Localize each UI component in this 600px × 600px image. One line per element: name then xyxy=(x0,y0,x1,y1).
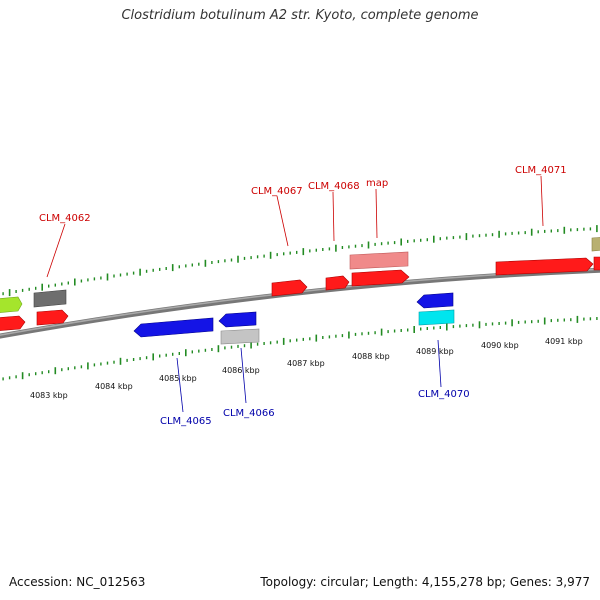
gene-label-clm-4062[interactable]: CLM_4062 xyxy=(39,213,91,224)
gene-label-clm-4068[interactable]: CLM_4068 xyxy=(308,181,360,192)
genome-stats-text: Topology: circular; Length: 4,155,278 bp… xyxy=(260,575,590,589)
genome-title: Clostridium botulinum A2 str. Kyoto, com… xyxy=(121,8,479,23)
scale-label: 4085 kbp xyxy=(159,374,197,383)
gene-blue[interactable] xyxy=(416,292,454,309)
reverse-scale-ticks xyxy=(2,315,598,381)
scale-label: 4084 kbp xyxy=(95,382,133,391)
gene-red[interactable] xyxy=(36,309,69,326)
scale-label: 4083 kbp xyxy=(30,391,68,400)
gene-cyan[interactable] xyxy=(418,309,455,326)
reverse-genes xyxy=(133,292,455,345)
gene-label-clm-4065[interactable]: CLM_4065 xyxy=(160,416,212,427)
accession-text: Accession: NC_012563 xyxy=(9,575,146,589)
gene-label-map[interactable]: map xyxy=(366,178,388,189)
gene-label-clm-4071[interactable]: CLM_4071 xyxy=(515,165,567,176)
gene-blue[interactable] xyxy=(218,311,257,328)
gene-label-clm-4066[interactable]: CLM_4066 xyxy=(223,408,275,419)
forward-genes xyxy=(0,237,600,331)
gene-red[interactable] xyxy=(351,269,410,287)
gene-label-clm-4070[interactable]: CLM_4070 xyxy=(418,389,470,400)
scale-label: 4087 kbp xyxy=(287,359,325,368)
gene-labels: CLM_4062 CLM_4067 CLM_4068 map CLM_4071 … xyxy=(39,165,567,427)
gene-red[interactable] xyxy=(0,315,26,331)
forward-scale-ticks xyxy=(2,225,598,297)
gene-red[interactable] xyxy=(325,275,350,291)
gene-blue[interactable] xyxy=(133,317,214,338)
scale-label: 4089 kbp xyxy=(416,347,454,356)
gene-olive[interactable] xyxy=(591,237,600,252)
gene-label-clm-4067[interactable]: CLM_4067 xyxy=(251,186,303,197)
scale-label: 4091 kbp xyxy=(545,337,583,346)
gene-red[interactable] xyxy=(495,257,594,276)
gene-red[interactable] xyxy=(593,256,600,271)
gene-red[interactable] xyxy=(271,279,308,297)
gene-pink[interactable] xyxy=(349,251,409,270)
scale-label: 4086 kbp xyxy=(222,366,260,375)
scale-labels: 4083 kbp 4084 kbp 4085 kbp 4086 kbp 4087… xyxy=(30,337,583,400)
scale-label: 4090 kbp xyxy=(481,341,519,350)
gene-grey-dark[interactable] xyxy=(33,289,67,308)
scale-label: 4088 kbp xyxy=(352,352,390,361)
gene-grey-light[interactable] xyxy=(220,328,260,345)
gene-lime[interactable] xyxy=(0,296,23,313)
